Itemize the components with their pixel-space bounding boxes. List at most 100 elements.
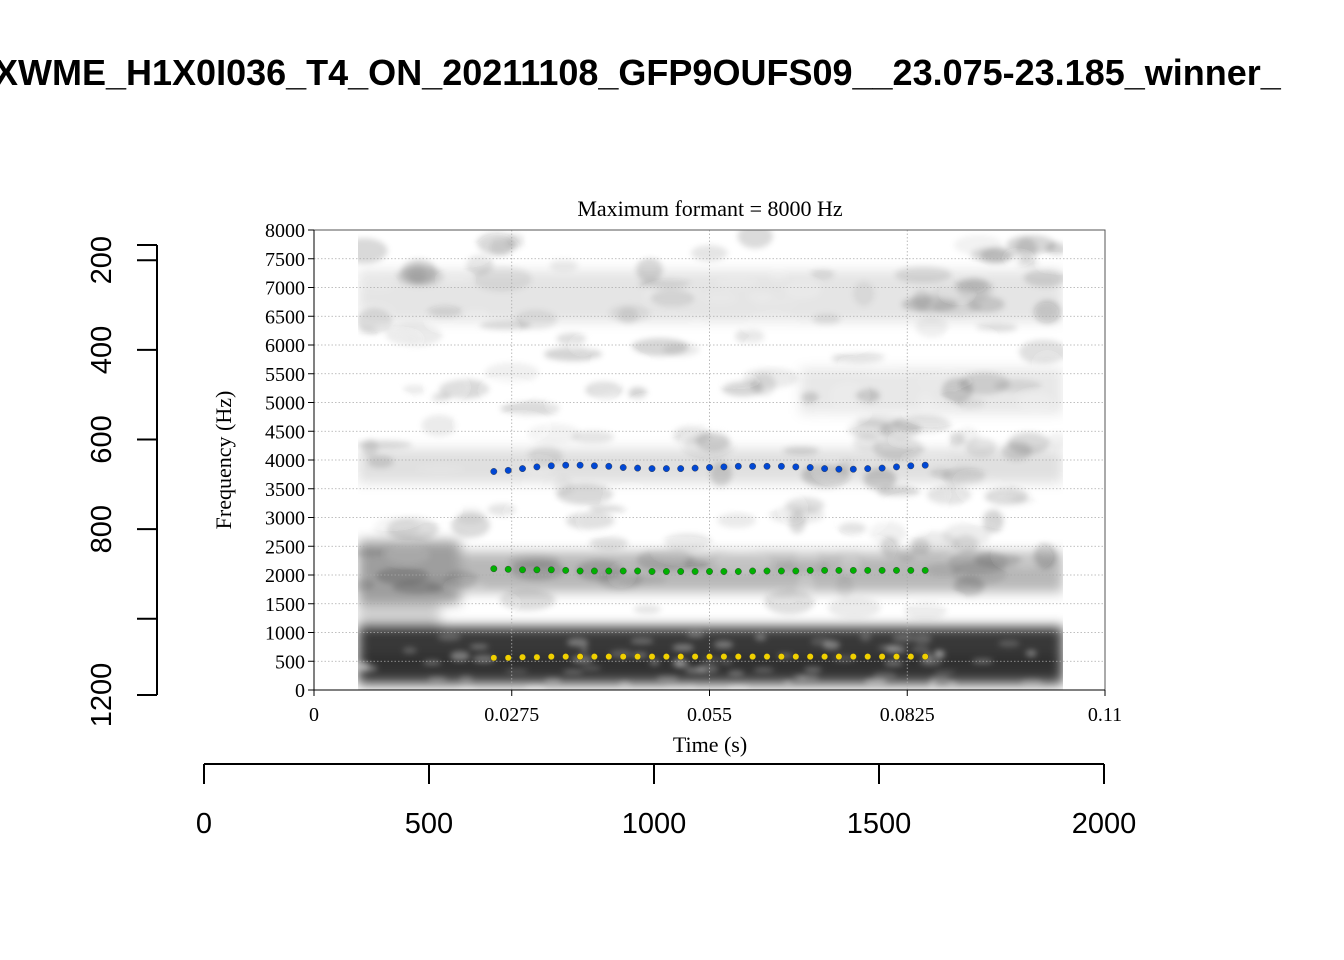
spectrogram-speckle [358, 238, 388, 264]
spectrogram-speckle [549, 259, 579, 271]
figure-title-text: XWME_H1X0I036_T4_ON_20211108_GFP9OUFS09_… [0, 52, 1281, 93]
formant-point-series-3 [591, 653, 598, 660]
formant-point-series-3 [907, 653, 915, 660]
spectrogram-speckle [462, 594, 518, 613]
spectrogram-speckle [428, 376, 467, 399]
spectrogram-speckle [388, 332, 406, 356]
y-tick-label: 1500 [265, 594, 305, 616]
spectrogram-speckle [1023, 268, 1063, 287]
outer-y-tick-label: 200 [86, 236, 118, 284]
spectrogram-speckle [500, 400, 561, 417]
spectrogram-speckle [925, 563, 961, 577]
spectrogram-speckle [948, 329, 995, 346]
spectrogram-speckle [506, 503, 562, 520]
figure-title: XWME_H1X0I036_T4_ON_20211108_GFP9OUFS09_… [0, 52, 1344, 102]
formant-point-series-1 [893, 463, 900, 471]
spectrogram-speckle [480, 319, 517, 335]
formant-point-series-2 [533, 566, 541, 574]
spectrogram-speckle [879, 536, 899, 558]
spectrogram-speckle [636, 257, 663, 283]
outer-x-tick-label: 500 [405, 808, 453, 840]
spectrogram-speckle [562, 669, 584, 674]
spectrogram-speckle [859, 632, 872, 642]
formant-point-series-3 [634, 653, 641, 660]
spectrogram-speckle [727, 670, 745, 677]
spectrogram-speckle [953, 535, 979, 554]
spectrogram-speckle [415, 464, 465, 475]
spectrogram-speckle [795, 543, 819, 569]
spectrogram-speckle [614, 231, 662, 256]
chart-title: Maximum formant = 8000 Hz [577, 196, 843, 221]
spectrogram-speckle [528, 446, 563, 467]
spectrogram-speckle [812, 313, 841, 325]
spectrogram-speckle [841, 360, 896, 369]
formant-point-series-2 [619, 567, 627, 575]
formant-point-series-3 [490, 654, 498, 662]
spectrogram-speckle [947, 680, 957, 687]
spectrogram-speckle [958, 372, 1010, 395]
spectrogram-speckle [840, 493, 859, 516]
spectrogram-speckle [929, 675, 950, 683]
formant-point-series-2 [749, 567, 756, 575]
spectrogram-speckle [764, 589, 815, 615]
formant-point-series-2 [504, 565, 512, 573]
formant-point-series-1 [533, 463, 541, 471]
spectrogram-speckle [691, 245, 728, 262]
formant-point-series-1 [720, 463, 728, 471]
x-tick-label: 0.11 [1088, 704, 1122, 726]
spectrogram-speckle [998, 640, 1020, 647]
spectrogram-speckle [916, 374, 972, 390]
spectrogram-speckle [529, 230, 582, 250]
spectrogram-speckle [865, 368, 915, 377]
formant-point-series-3 [547, 653, 555, 660]
formant-point-series-1 [849, 465, 857, 473]
spectrogram-speckle [675, 230, 697, 241]
formant-point-series-3 [663, 653, 670, 660]
spectrogram-speckle [1005, 490, 1028, 506]
spectrogram-speckle [437, 275, 472, 284]
inner-x-axis: 0 0.0275 0.055 0.0825 0.11 [309, 689, 1122, 726]
y-tick-label: 7000 [265, 278, 305, 300]
formant-point-series-2 [605, 567, 613, 575]
x-axis-label: Time (s) [673, 732, 747, 757]
formant-point-series-3 [878, 653, 886, 660]
formant-point-series-2 [734, 568, 742, 575]
spectrogram-speckle [892, 414, 952, 434]
spectrogram-speckle [913, 634, 932, 644]
outer-x-tick-label: 0 [196, 808, 212, 840]
formant-point-series-2 [835, 567, 843, 574]
formant-point-series-3 [893, 653, 900, 660]
inner-y-axis: 0 500 1000 1500 2000 2500 3000 3500 4000 4500 5000… [265, 220, 315, 702]
spectrogram-speckle [853, 281, 875, 307]
formant-point-series-3 [504, 654, 512, 662]
spectrogram-speckle [595, 346, 613, 364]
spectrogram-speckle [684, 684, 697, 690]
formant-point-series-1 [519, 465, 526, 472]
spectrogram-speckle [1038, 256, 1063, 271]
y-tick-label: 4000 [265, 450, 305, 472]
formant-point-series-3 [749, 653, 756, 660]
formant-point-series-2 [562, 567, 570, 574]
spectrogram-speckle [580, 644, 589, 654]
formant-point-series-2 [849, 567, 857, 574]
formant-point-series-1 [504, 466, 512, 474]
spectrogram-speckle [930, 466, 951, 479]
spectrogram [358, 230, 1063, 690]
spectrogram-speckle [589, 382, 614, 395]
formant-point-series-3 [734, 653, 742, 660]
formant-point-series-2 [821, 567, 828, 574]
spectrogram-speckle [571, 430, 615, 444]
spectrogram-speckle [769, 263, 788, 283]
formant-point-series-3 [519, 653, 526, 661]
spectrogram-speckle [928, 680, 937, 690]
spectrogram-speckle [437, 632, 462, 642]
spectrogram-speckle [754, 633, 767, 641]
spectrogram-speckle [358, 274, 394, 293]
spectrogram-speckle [954, 397, 985, 409]
spectrogram-speckle [750, 373, 776, 396]
spectrogram-speckle [687, 316, 706, 326]
y-tick-label: 0 [295, 680, 305, 702]
spectrogram-speckle [662, 342, 700, 357]
spectrogram-speckle [618, 680, 631, 690]
